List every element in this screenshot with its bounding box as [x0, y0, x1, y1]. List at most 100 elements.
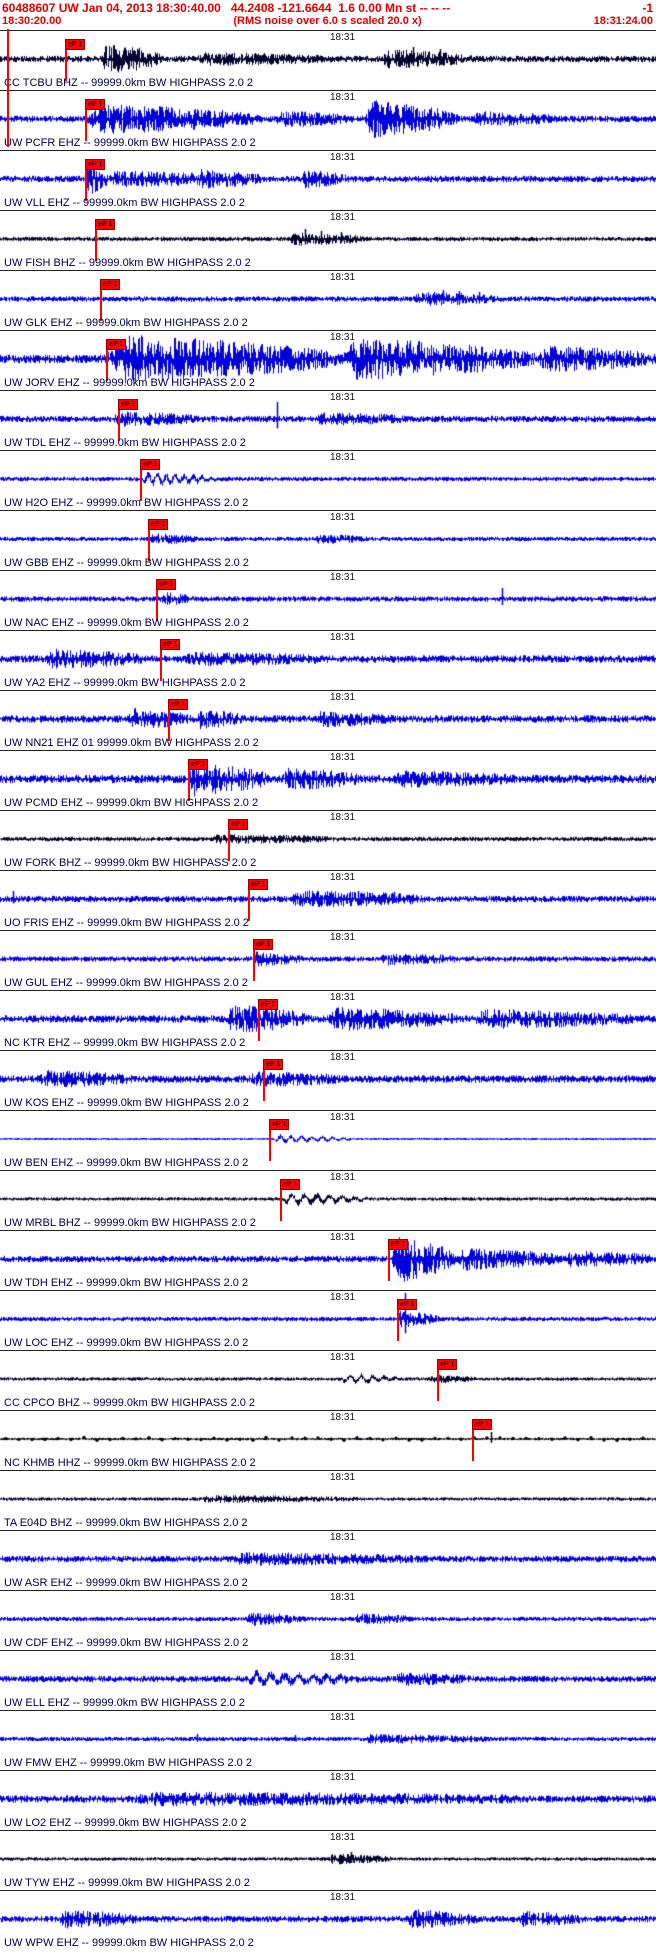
- station-label: UW CDF EHZ -- 99999.0km BW HIGHPASS 2.0 …: [4, 1637, 249, 1649]
- waveform-canvas[interactable]: [0, 511, 656, 570]
- trace-row: 18:31 UW ELL EHZ -- 99999.0km BW HIGHPASS…: [0, 1650, 656, 1710]
- waveform-canvas[interactable]: [0, 451, 656, 510]
- waveform-canvas[interactable]: [0, 91, 656, 150]
- pick-flag[interactable]: eP 1: [168, 699, 189, 710]
- waveform-canvas[interactable]: [0, 1231, 656, 1290]
- station-label: UW FMW EHZ -- 99999.0km BW HIGHPASS 2.0 …: [4, 1757, 252, 1769]
- pick-time-line: [280, 1181, 282, 1221]
- trace-row: 18:31 eP 1 UW FISH BHZ -- 99999.0km BW HIG…: [0, 210, 656, 270]
- station-label: UW TDL EHZ -- 99999.0km BW HIGHPASS 2.0 …: [4, 437, 246, 449]
- waveform-canvas[interactable]: [0, 1171, 656, 1230]
- minute-tick-label: 18:31: [330, 1412, 356, 1423]
- pick-flag[interactable]: eP 1: [118, 399, 139, 410]
- waveform-canvas[interactable]: [0, 1831, 656, 1890]
- pick-flag[interactable]: eP 1: [188, 759, 209, 770]
- time-cursor-line: [7, 29, 9, 147]
- trace-row: 18:31 eP 1 UW KOS EHZ -- 99999.0km BW HIGH…: [0, 1050, 656, 1110]
- trace-row: 18:31 eP 1 UW VLL EHZ -- 99999.0km BW HIGH…: [0, 150, 656, 210]
- station-label: UW JORV EHZ -- 99999.0km BW HIGHPASS 2.0…: [4, 377, 255, 389]
- waveform-canvas[interactable]: [0, 751, 656, 810]
- waveform-canvas[interactable]: [0, 1651, 656, 1710]
- minute-tick-label: 18:31: [330, 812, 356, 823]
- pick-flag[interactable]: eP 1: [65, 39, 86, 50]
- waveform-canvas[interactable]: [0, 1591, 656, 1650]
- waveform-canvas[interactable]: [0, 1711, 656, 1770]
- waveform-canvas[interactable]: [0, 1411, 656, 1470]
- pick-flag[interactable]: eP 1: [258, 999, 279, 1010]
- waveform-canvas[interactable]: [0, 1051, 656, 1110]
- minute-tick-label: 18:31: [330, 92, 356, 103]
- pick-flag[interactable]: eP 1: [472, 1419, 493, 1430]
- event-header: 60488607 UW Jan 04, 2013 18:30:40.00 44.…: [0, 0, 656, 30]
- pick-flag[interactable]: eP 1: [397, 1299, 418, 1310]
- pick-flag[interactable]: eP 1: [148, 519, 169, 530]
- pick-flag[interactable]: eP 1: [269, 1119, 290, 1130]
- minute-tick-label: 18:31: [330, 1232, 356, 1243]
- waveform-canvas[interactable]: [0, 1111, 656, 1170]
- station-label: UW LOC EHZ -- 99999.0km BW HIGHPASS 2.0 …: [4, 1337, 249, 1349]
- minute-tick-label: 18:31: [330, 1652, 356, 1663]
- waveform-canvas[interactable]: [0, 871, 656, 930]
- station-label: UW TYW EHZ -- 99999.0km BW HIGHPASS 2.0 …: [4, 1877, 250, 1889]
- pick-flag[interactable]: eP 1: [263, 1059, 284, 1070]
- minute-tick-label: 18:31: [330, 1772, 356, 1783]
- minute-tick-label: 18:31: [330, 1052, 356, 1063]
- waveform-canvas[interactable]: [0, 931, 656, 990]
- station-label: UW GBB EHZ -- 99999.0km BW HIGHPASS 2.0 …: [4, 557, 249, 569]
- waveform-canvas[interactable]: [0, 1891, 656, 1950]
- pick-flag[interactable]: eP 1: [140, 459, 161, 470]
- waveform-canvas[interactable]: [0, 811, 656, 870]
- pick-flag[interactable]: eP 1: [437, 1359, 458, 1370]
- trace-row: 18:31 eP 1 UW MRBL BHZ -- 99999.0km BW HIG…: [0, 1170, 656, 1230]
- minute-tick-label: 18:31: [330, 1112, 356, 1123]
- trace-row: 18:31 UW TYW EHZ -- 99999.0km BW HIGHPASS…: [0, 1830, 656, 1890]
- minute-tick-label: 18:31: [330, 1892, 356, 1903]
- pick-flag[interactable]: eP 1: [106, 339, 127, 350]
- pick-time-line: [160, 641, 162, 681]
- window-start-time: 18:30:20.00: [2, 15, 62, 27]
- pick-time-line: [253, 941, 255, 981]
- waveform-canvas[interactable]: [0, 31, 656, 90]
- pick-flag[interactable]: eP 1: [100, 279, 121, 290]
- minute-tick-label: 18:31: [330, 872, 356, 883]
- station-label: CC CPCO BHZ -- 99999.0km BW HIGHPASS 2.0…: [4, 1397, 256, 1409]
- trace-row: 18:31 eP 1 UW GLK EHZ -- 99999.0km BW HIGH…: [0, 270, 656, 330]
- waveform-canvas[interactable]: [0, 1351, 656, 1410]
- minute-tick-label: 18:31: [330, 1832, 356, 1843]
- pick-flag[interactable]: eP 1: [85, 99, 106, 110]
- waveform-canvas[interactable]: [0, 991, 656, 1050]
- pick-flag[interactable]: eP 1: [253, 939, 274, 950]
- station-label: UW H2O EHZ -- 99999.0km BW HIGHPASS 2.0 …: [4, 497, 249, 509]
- minute-tick-label: 18:31: [330, 452, 356, 463]
- pick-time-line: [248, 881, 250, 921]
- waveform-canvas[interactable]: [0, 691, 656, 750]
- waveform-canvas[interactable]: [0, 1471, 656, 1530]
- pick-time-line: [437, 1361, 439, 1401]
- waveform-canvas[interactable]: [0, 571, 656, 630]
- pick-flag[interactable]: eP 1: [388, 1239, 409, 1250]
- pick-flag[interactable]: eP 1: [248, 879, 269, 890]
- station-label: UW KOS EHZ -- 99999.0km BW HIGHPASS 2.0 …: [4, 1097, 249, 1109]
- pick-flag[interactable]: eP 1: [85, 159, 106, 170]
- trace-row: 18:31 eP 1 UW GUL EHZ -- 99999.0km BW HIGH…: [0, 930, 656, 990]
- event-summary-text: 60488607 UW Jan 04, 2013 18:30:40.00 44.…: [2, 1, 451, 15]
- pick-flag[interactable]: eP 1: [156, 579, 177, 590]
- waveform-canvas[interactable]: [0, 151, 656, 210]
- pick-flag[interactable]: eP 1: [160, 639, 181, 650]
- waveform-canvas[interactable]: [0, 391, 656, 450]
- minute-tick-label: 18:31: [330, 992, 356, 1003]
- waveform-canvas[interactable]: [0, 1771, 656, 1830]
- station-label: UW BEN EHZ -- 99999.0km BW HIGHPASS 2.0 …: [4, 1157, 249, 1169]
- waveform-canvas[interactable]: [0, 1531, 656, 1590]
- scaling-note: (RMS noise over 6.0 s scaled 20.0 x): [233, 15, 422, 27]
- waveform-canvas[interactable]: [0, 1291, 656, 1350]
- pick-time-line: [85, 161, 87, 201]
- window-end-time: 18:31:24.00: [593, 15, 653, 27]
- pick-flag[interactable]: eP 1: [95, 219, 116, 230]
- waveform-canvas[interactable]: [0, 631, 656, 690]
- minute-tick-label: 18:31: [330, 932, 356, 943]
- minute-tick-label: 18:31: [330, 1592, 356, 1603]
- trace-row: 18:31 UW CDF EHZ -- 99999.0km BW HIGHPASS…: [0, 1590, 656, 1650]
- pick-flag[interactable]: eP 1: [280, 1179, 301, 1190]
- pick-flag[interactable]: eP 1: [228, 819, 249, 830]
